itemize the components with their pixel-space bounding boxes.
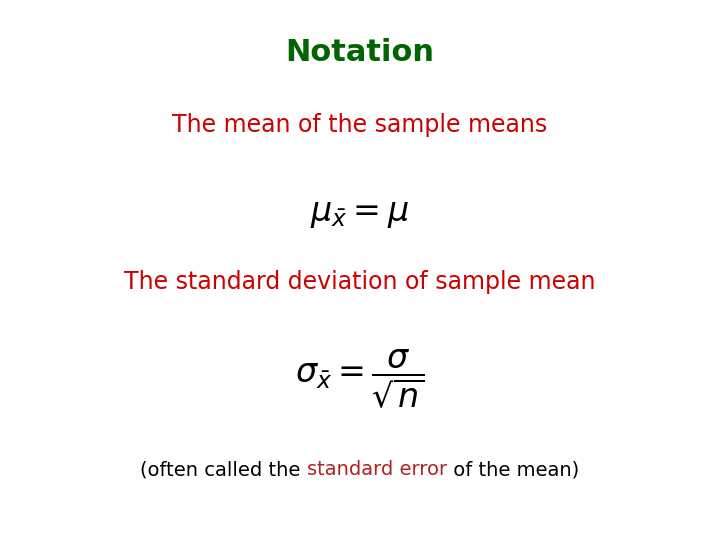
Text: $\mu_{\bar{x}} = \mu$: $\mu_{\bar{x}} = \mu$ — [310, 197, 410, 230]
Text: Notation: Notation — [286, 38, 434, 67]
Text: The mean of the sample means: The mean of the sample means — [172, 113, 548, 137]
Text: The standard deviation of sample mean: The standard deviation of sample mean — [125, 270, 595, 294]
Text: (often called the: (often called the — [140, 460, 307, 480]
Text: of the mean): of the mean) — [447, 460, 580, 480]
Text: standard error: standard error — [307, 460, 447, 480]
Text: $\sigma_{\bar{x}} = \dfrac{\sigma}{\sqrt{n}}$: $\sigma_{\bar{x}} = \dfrac{\sigma}{\sqrt… — [295, 348, 425, 411]
